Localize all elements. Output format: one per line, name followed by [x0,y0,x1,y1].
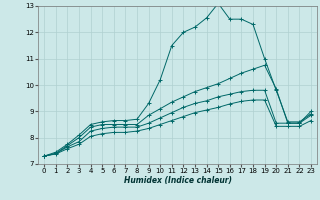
X-axis label: Humidex (Indice chaleur): Humidex (Indice chaleur) [124,176,232,185]
